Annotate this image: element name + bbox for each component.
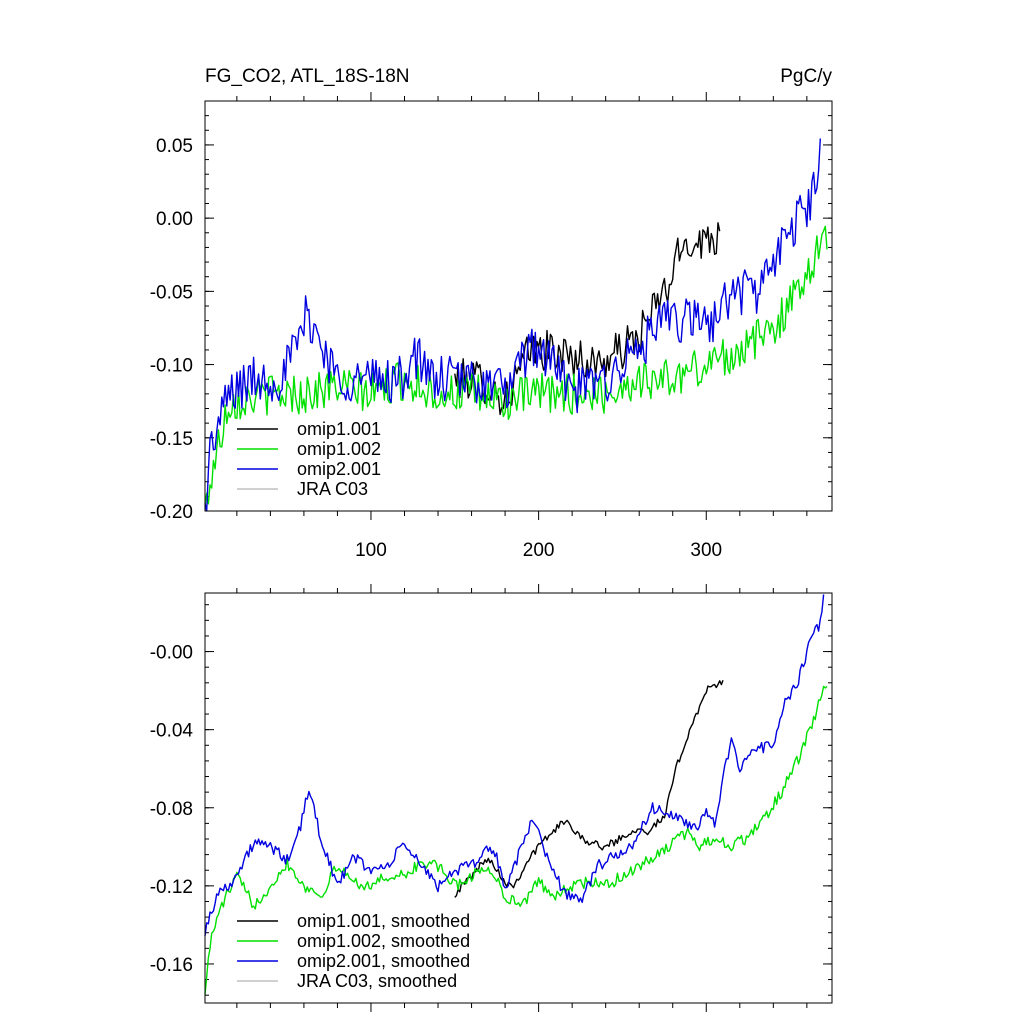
top-legend-label: omip1.002 xyxy=(297,439,381,459)
bottom-y-tick-label: -0.16 xyxy=(150,955,193,976)
bottom-y-tick-label: -0.12 xyxy=(150,877,193,898)
top-plot-area: -0.20 -0.15 -0.10 -0.05 0.00 0.05 100 200 300 xyxy=(150,92,832,561)
top-legend-label: omip2.001 xyxy=(297,459,381,479)
top-panel-units: PgC/y xyxy=(780,66,832,87)
top-plot-frame xyxy=(204,100,833,512)
bottom-plot-area: -0.16 -0.12 -0.08 -0.04 -0.00 xyxy=(150,584,832,1012)
bottom-y-tick-label: -0.04 xyxy=(150,721,194,742)
bottom-plot-frame xyxy=(204,592,833,1004)
bottom-legend-label: omip2.001, smoothed xyxy=(297,951,470,971)
bottom-series-line-1 xyxy=(454,680,724,898)
bottom-panel: -0.16 -0.12 -0.08 -0.04 -0.00 omip1.001, smo… xyxy=(150,584,833,1012)
top-y-tick-label: -0.20 xyxy=(150,502,193,523)
top-y-tick-label: -0.10 xyxy=(150,356,193,377)
top-x-tick-label: 200 xyxy=(523,540,555,561)
top-panel: FG_CO2, ATL_18S-18N PgC/y -0.20 -0.15 -0.1… xyxy=(150,66,833,561)
top-panel-title: FG_CO2, ATL_18S-18N xyxy=(205,66,410,87)
top-x-tick-label: 300 xyxy=(690,540,722,561)
top-y-tick-label: -0.15 xyxy=(150,429,193,450)
top-series-line-2 xyxy=(204,225,828,505)
top-legend-label: JRA C03 xyxy=(297,479,368,499)
top-series-line-3 xyxy=(204,138,821,512)
bottom-series-line-3 xyxy=(204,594,825,937)
bottom-series-line-2 xyxy=(204,685,828,995)
top-y-tick-label: 0.05 xyxy=(156,136,193,157)
bottom-legend-label: omip1.002, smoothed xyxy=(297,931,470,951)
top-series-line-1 xyxy=(454,222,721,416)
top-y-tick-label: -0.05 xyxy=(150,282,193,303)
bottom-legend-label: omip1.001, smoothed xyxy=(297,911,470,931)
bottom-y-tick-label: -0.00 xyxy=(150,643,193,664)
top-x-tick-label: 100 xyxy=(355,540,387,561)
top-y-tick-label: 0.00 xyxy=(156,209,193,230)
bottom-y-tick-label: -0.08 xyxy=(150,799,193,820)
bottom-legend-label: JRA C03, smoothed xyxy=(297,971,457,991)
top-legend-label: omip1.001 xyxy=(297,419,381,439)
